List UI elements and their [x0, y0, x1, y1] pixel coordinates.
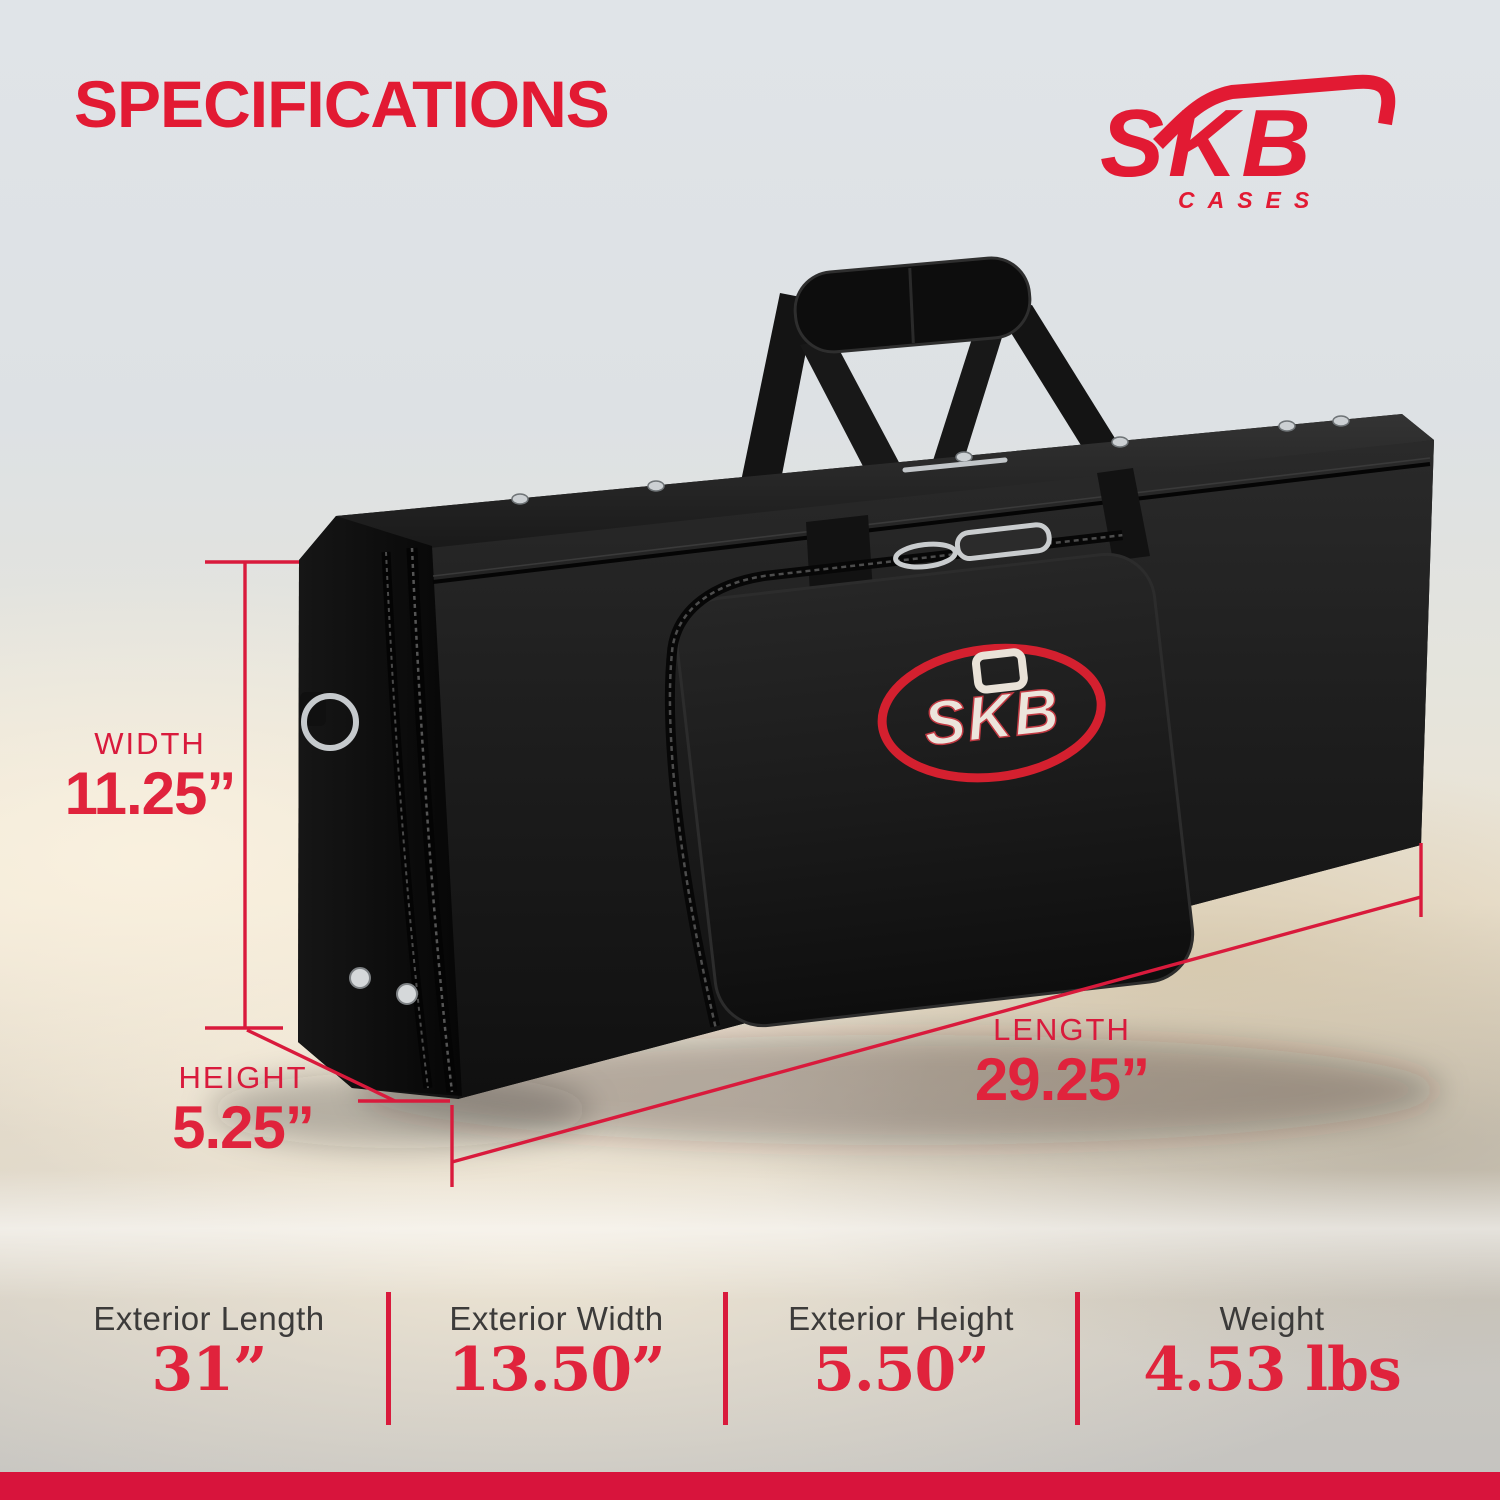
skb-handle-icon: [1153, 74, 1396, 149]
spec-value: 31”: [151, 1335, 267, 1405]
length-label: LENGTH: [993, 1012, 1131, 1047]
cases-label: CASES: [1178, 187, 1322, 213]
spec-label: Exterior Height: [788, 1300, 1014, 1337]
spec-item-exterior-width: Exterior Width 13.50”: [388, 1300, 725, 1403]
carabiner-clip: [893, 522, 1052, 570]
skb-patch: SKB: [877, 643, 1106, 783]
spec-row: Exterior Length 31” Exterior Width 13.50…: [0, 1292, 1500, 1442]
skb-wordmark: SKB: [1100, 90, 1315, 197]
height-label: HEIGHT: [178, 1060, 308, 1095]
spec-item-exterior-height: Exterior Height 5.50”: [725, 1300, 1077, 1403]
width-label: WIDTH: [94, 726, 206, 761]
length-value: 29.25”: [974, 1046, 1150, 1113]
front-pocket: SKB: [664, 522, 1195, 1028]
spec-value: 4.53 lbs: [1143, 1335, 1402, 1405]
spec-item-exterior-length: Exterior Length 31”: [30, 1300, 388, 1403]
case-shadow: [210, 1035, 1440, 1148]
spec-value: 13.50”: [448, 1335, 665, 1405]
width-callout: WIDTH 11.25”: [64, 726, 237, 827]
spec-label: Weight: [1219, 1300, 1325, 1337]
brand-logo: SKB CASES: [1100, 74, 1396, 213]
length-callout: LENGTH 29.25”: [974, 1012, 1150, 1113]
height-value: 5.25”: [172, 1094, 315, 1161]
d-ring: [300, 692, 359, 751]
accent-band: [0, 1472, 1500, 1500]
spec-label: Exterior Width: [449, 1300, 664, 1337]
end-screws: [349, 967, 418, 1005]
spec-divider: [723, 1292, 728, 1425]
spec-value: 5.50”: [813, 1335, 990, 1405]
background-haze: [0, 1170, 1500, 1300]
height-callout: HEIGHT 5.25”: [172, 1060, 315, 1161]
spec-label: Exterior Length: [93, 1300, 325, 1337]
page-title: SPECIFICATIONS: [74, 67, 610, 141]
width-value: 11.25”: [64, 760, 237, 827]
strap-ring: [902, 457, 1008, 473]
spec-item-weight: Weight 4.53 lbs: [1077, 1300, 1467, 1403]
spec-divider: [386, 1292, 391, 1425]
spec-divider: [1075, 1292, 1080, 1425]
skb-patch-text: SKB: [920, 676, 1064, 760]
case-feet: [511, 415, 1350, 505]
